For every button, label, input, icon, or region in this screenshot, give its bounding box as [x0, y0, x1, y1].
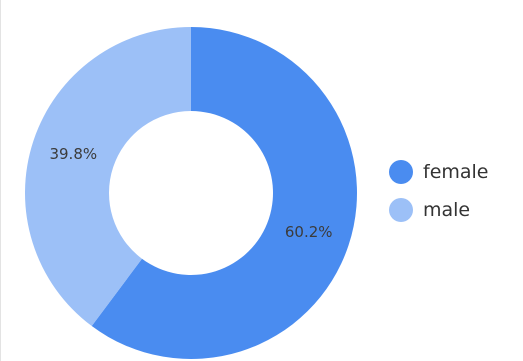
slice-male[interactable]	[25, 27, 191, 327]
legend: female male	[389, 160, 489, 236]
legend-item-female[interactable]: female	[389, 160, 489, 184]
legend-swatch-male	[389, 198, 413, 222]
legend-item-male[interactable]: male	[389, 198, 489, 222]
slice-female[interactable]	[91, 27, 357, 359]
legend-label-female: female	[423, 161, 489, 183]
slice-label-female: 60.2%	[285, 223, 333, 241]
legend-swatch-female	[389, 160, 413, 184]
legend-label-male: male	[423, 199, 471, 221]
slice-label-male: 39.8%	[49, 145, 97, 163]
